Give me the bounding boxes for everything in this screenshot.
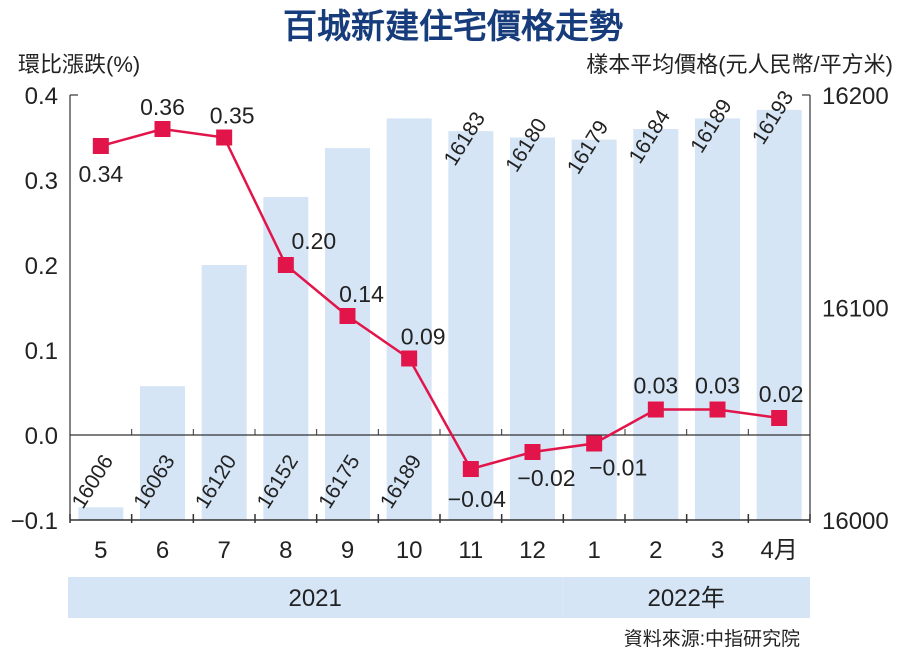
bar <box>695 118 740 520</box>
left-tick-label: −0.1 <box>11 508 58 535</box>
bar <box>263 197 309 520</box>
x-tick-label: 7 <box>217 537 230 564</box>
year-bands: 2021 2022年 <box>68 577 810 618</box>
right-axis-label: 樣本平均價格(元人民幣/平方米) <box>586 52 893 77</box>
left-tick-label: 0.4 <box>25 83 58 110</box>
year-band <box>562 577 810 618</box>
bar <box>448 131 494 520</box>
data-point-marker <box>339 308 356 324</box>
data-point-label: 0.35 <box>210 103 255 129</box>
data-point-label: −0.04 <box>448 486 506 512</box>
bar <box>140 386 185 520</box>
left-tick-label: 0.2 <box>25 253 58 280</box>
right-tick-label: 16200 <box>822 83 889 110</box>
line-group: 0.34 0.36 0.35 0.20 0.14 0.09 −0.04 −0.02 −0.01 0… <box>78 94 803 512</box>
bar <box>386 118 432 520</box>
bar <box>756 109 802 520</box>
x-tick-label: 10 <box>396 537 423 564</box>
data-point-label: −0.01 <box>589 455 647 481</box>
data-point-label: 0.03 <box>695 373 740 399</box>
data-point-marker <box>524 444 541 460</box>
data-point-marker <box>647 401 664 418</box>
year-label: 2022年 <box>647 585 724 612</box>
left-axis-label: 環比漲跌(%) <box>18 52 140 77</box>
bar-value-label: 16006 <box>68 451 118 513</box>
right-tick-label: 16100 <box>822 296 889 323</box>
bar <box>571 139 617 520</box>
left-tick-label: 0.1 <box>25 338 58 365</box>
bar <box>325 148 370 520</box>
x-tick-label: 2 <box>649 537 662 564</box>
x-tick-label: 1 <box>587 537 600 564</box>
bar <box>78 507 124 520</box>
left-tick-label: 0.0 <box>25 423 58 450</box>
data-point-label: 0.20 <box>291 228 336 254</box>
x-tick-labels: 5 6 7 8 9 10 11 12 1 2 3 4月 <box>94 537 798 564</box>
data-point-marker <box>92 138 109 154</box>
x-tick-label: 6 <box>156 537 169 564</box>
data-point-marker <box>709 401 726 418</box>
data-point-label: −0.02 <box>517 465 575 491</box>
axes-group: 0.4 0.3 0.2 0.1 0.0 −0.1 16200 16100 16000 <box>11 83 889 535</box>
data-point-marker <box>216 129 233 146</box>
data-point-label: 0.36 <box>140 94 185 120</box>
x-tick-label: 3 <box>711 537 724 564</box>
year-band <box>68 577 563 618</box>
x-tick-label: 5 <box>94 537 107 564</box>
bar <box>633 129 679 520</box>
data-point-label: 0.09 <box>401 324 446 350</box>
data-point-label: 0.34 <box>78 161 123 187</box>
data-point-label: 0.02 <box>759 381 804 407</box>
data-point-marker <box>462 461 479 477</box>
x-tick-label: 9 <box>341 537 354 564</box>
chart-title: 百城新建住宅價格走勢 <box>283 7 623 47</box>
change-line <box>100 127 780 471</box>
data-point-label: 0.14 <box>339 281 384 307</box>
year-label: 2021 <box>288 585 341 612</box>
data-point-marker <box>401 350 418 367</box>
bar <box>510 137 555 520</box>
data-point-marker <box>771 410 788 426</box>
x-tick-label: 11 <box>458 537 483 564</box>
data-point-label: 0.03 <box>633 373 678 399</box>
left-tick-label: 0.3 <box>25 168 58 195</box>
data-point-marker <box>586 435 603 452</box>
right-tick-label: 16000 <box>822 508 889 535</box>
bar <box>201 265 247 520</box>
source-note: 資料來源:中指研究院 <box>624 628 800 650</box>
x-tick-label: 8 <box>279 537 292 564</box>
x-tick-label: 4月 <box>760 537 797 564</box>
data-point-marker <box>154 121 171 137</box>
x-tick-label: 12 <box>519 537 546 564</box>
data-point-marker <box>277 257 294 273</box>
